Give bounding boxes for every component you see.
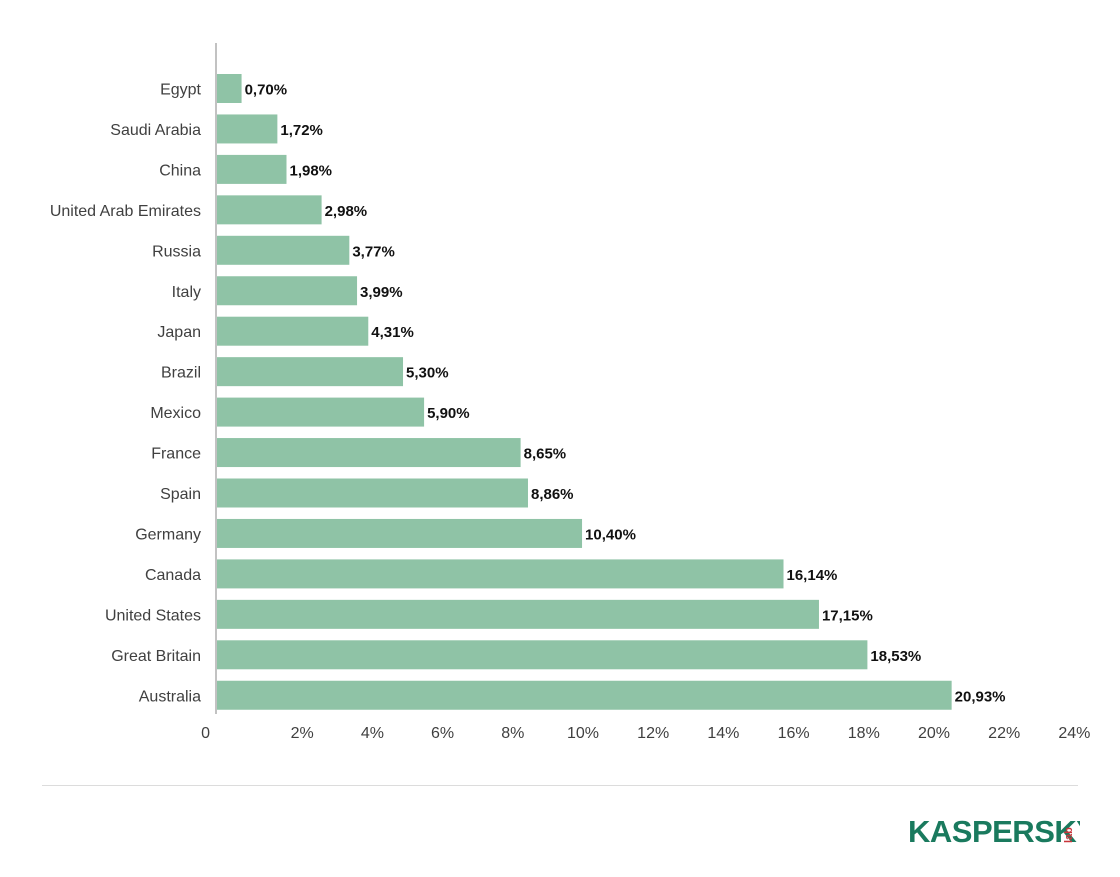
x-tick-label: 20% <box>918 725 950 742</box>
bar <box>217 478 528 508</box>
value-label: 8,65% <box>524 446 567 463</box>
bar <box>217 357 404 387</box>
bar <box>217 235 350 265</box>
category-label: Russia <box>152 243 201 260</box>
x-tick-label: 10% <box>567 725 599 742</box>
value-label: 1,72% <box>280 122 323 139</box>
category-label: Spain <box>160 486 201 503</box>
bar <box>217 559 784 589</box>
bar <box>217 518 583 548</box>
bar <box>217 114 278 144</box>
x-tick-label: 4% <box>361 725 384 742</box>
category-label: Australia <box>139 688 201 705</box>
bar-chart: Egypt Saudi Arabia China United Arab Emirat… <box>50 43 1090 742</box>
bar <box>217 195 322 225</box>
category-label: France <box>151 446 201 463</box>
bar <box>217 154 287 184</box>
category-label: Brazil <box>161 365 201 382</box>
value-label: 4,31% <box>371 324 414 341</box>
category-label: United Arab Emirates <box>50 203 201 220</box>
logo-lab-text: lab <box>1063 827 1075 843</box>
value-label: 3,99% <box>360 284 403 301</box>
bars-layer <box>217 74 952 710</box>
value-label: 3,77% <box>352 243 395 260</box>
x-tick-label: 22% <box>988 725 1020 742</box>
category-label: Canada <box>145 567 201 584</box>
category-label: Italy <box>172 284 201 301</box>
bar <box>217 397 425 427</box>
logo-brand-text: KASPERSKY <box>908 814 1080 849</box>
x-tick-label: 8% <box>501 725 524 742</box>
bar <box>217 438 521 468</box>
x-axis-ticks: 0 2% 4% 6% 8% 10% 12% 14% 16% 18% 20% 22% 24% <box>201 725 1090 742</box>
kaspersky-lab-logo: KASPERSKY lab <box>908 814 1080 849</box>
bar <box>217 316 369 346</box>
x-tick-label: 18% <box>848 725 880 742</box>
value-label: 1,98% <box>289 162 332 179</box>
category-label: Egypt <box>160 82 201 99</box>
value-label: 5,30% <box>406 365 449 382</box>
value-label: 10,40% <box>585 526 636 543</box>
value-label: 8,86% <box>531 486 574 503</box>
x-tick-label: 12% <box>637 725 669 742</box>
category-label: Great Britain <box>111 648 201 665</box>
value-label: 2,98% <box>325 203 368 220</box>
bar <box>217 276 358 306</box>
x-tick-label: 6% <box>431 725 454 742</box>
category-label: Germany <box>135 526 201 543</box>
x-tick-label: 14% <box>707 725 739 742</box>
category-label: Japan <box>157 324 201 341</box>
category-label: United States <box>105 607 201 624</box>
value-label: 0,70% <box>245 82 288 99</box>
x-tick-label: 16% <box>778 725 810 742</box>
value-labels: 0,70% 1,72% 1,98% 2,98% 3,77% 3,99% 4,31% 5,30%… <box>245 82 1006 706</box>
value-label: 5,90% <box>427 405 470 422</box>
value-label: 16,14% <box>787 567 838 584</box>
bar <box>217 640 868 670</box>
value-label: 18,53% <box>870 648 921 665</box>
x-tick-label: 2% <box>291 725 314 742</box>
bar <box>217 599 819 629</box>
category-label: Mexico <box>150 405 201 422</box>
x-tick-label: 24% <box>1058 725 1090 742</box>
category-label: China <box>159 162 201 179</box>
value-label: 17,15% <box>822 607 873 624</box>
category-label: Saudi Arabia <box>110 122 201 139</box>
value-label: 20,93% <box>955 688 1006 705</box>
x-tick-label: 0 <box>201 725 210 742</box>
footer-divider <box>42 785 1078 786</box>
bar <box>217 680 952 710</box>
category-labels: Egypt Saudi Arabia China United Arab Emirat… <box>50 82 202 706</box>
bar <box>217 74 242 103</box>
